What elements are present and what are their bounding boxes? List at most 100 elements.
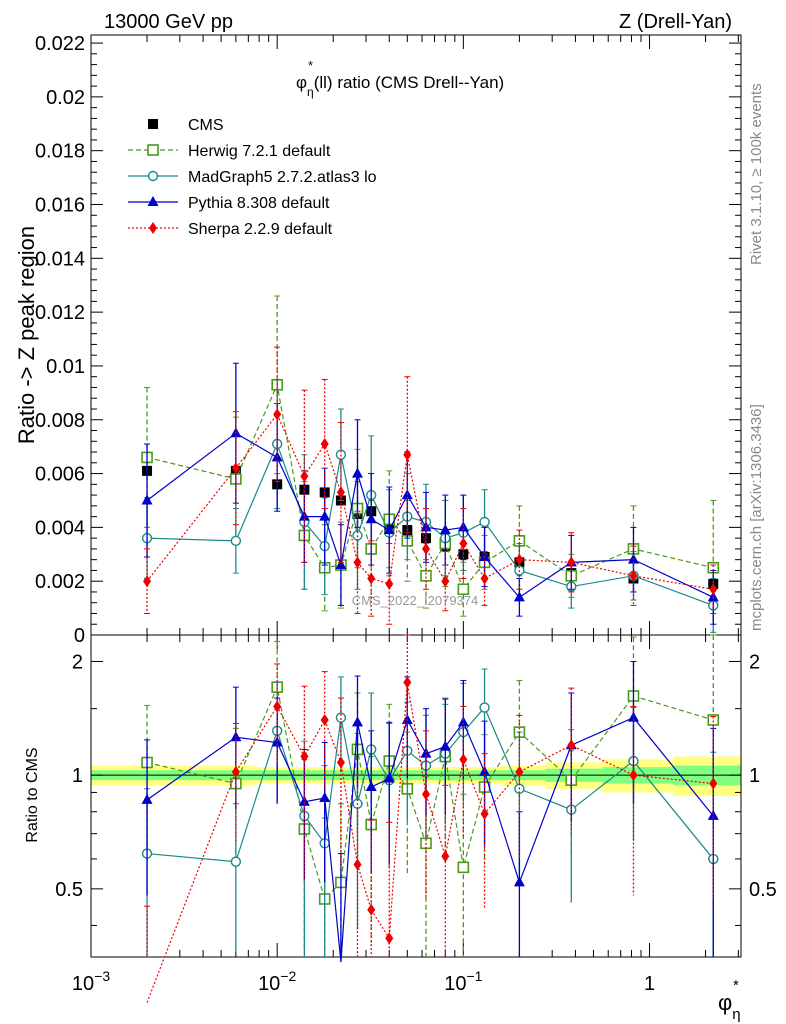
y-tick-label: 1 bbox=[72, 765, 83, 787]
data-point bbox=[567, 556, 576, 569]
legend-marker bbox=[147, 144, 159, 156]
data-point bbox=[459, 537, 468, 550]
data-point bbox=[231, 462, 240, 475]
data-point bbox=[351, 467, 363, 478]
data-point bbox=[403, 448, 412, 461]
x-axis-label-star: * bbox=[733, 977, 739, 994]
data-point bbox=[383, 772, 395, 783]
data-point bbox=[143, 575, 152, 588]
data-point bbox=[479, 702, 490, 713]
watermark: CMS_2022_I2079374 bbox=[352, 593, 479, 608]
data-point bbox=[515, 765, 524, 778]
data-point bbox=[439, 524, 451, 535]
data-point bbox=[365, 513, 377, 524]
data-point bbox=[385, 577, 394, 590]
data-point bbox=[367, 903, 376, 916]
y-tick-label: 0.014 bbox=[35, 248, 85, 270]
main-panel: 0 0.002 0.004 0.006 0.008 0.01 0.012 0.014 0.016… bbox=[14, 33, 742, 647]
data-point bbox=[351, 716, 363, 727]
series-line bbox=[147, 442, 714, 606]
series-herwig bbox=[141, 295, 720, 636]
y-tick-label: 0.018 bbox=[35, 141, 85, 163]
data-point bbox=[707, 809, 719, 820]
data-point bbox=[383, 524, 395, 535]
y-tick-label: 0.016 bbox=[35, 195, 85, 217]
series-line bbox=[146, 413, 714, 590]
series-pythia bbox=[141, 362, 719, 625]
data-point bbox=[273, 408, 282, 421]
data-point bbox=[273, 700, 282, 713]
y-tick-label-right: 1 bbox=[749, 765, 760, 787]
x-tick-labels: 10−3 10−2 10−1 1 bbox=[72, 968, 655, 995]
data-point bbox=[320, 437, 329, 450]
legend-marker bbox=[147, 196, 159, 206]
data-point bbox=[141, 793, 153, 804]
data-point bbox=[319, 791, 331, 802]
legend-entry-madgraph: MadGraph5 2.7.2.atlas3 lo bbox=[128, 169, 377, 186]
data-point bbox=[365, 781, 377, 792]
ratio-panel: 0.5 0.5 1 1 2 2 Ratio to CMS 10−3 10−2 10−1 1 φη… bbox=[24, 634, 777, 1023]
data-point bbox=[353, 858, 362, 871]
legend-marker bbox=[148, 119, 158, 129]
data-point bbox=[513, 876, 525, 887]
legend-label: Pythia 8.308 default bbox=[188, 195, 330, 212]
legend-label: Herwig 7.2.1 default bbox=[188, 143, 331, 160]
data-point bbox=[629, 769, 638, 782]
data-point bbox=[479, 516, 490, 528]
main-series bbox=[141, 295, 720, 636]
data-point bbox=[336, 486, 345, 499]
data-point bbox=[439, 740, 451, 751]
y-tick-label-right: 2 bbox=[749, 651, 760, 673]
x-tick-label: 1 bbox=[644, 973, 655, 995]
x-tick-label: 10−3 bbox=[72, 968, 110, 995]
data-point bbox=[459, 753, 468, 766]
data-point bbox=[420, 570, 432, 582]
side-label-rivet: Rivet 3.1.10, ≥ 100k events bbox=[748, 83, 765, 265]
y-tick-label: 0.006 bbox=[35, 464, 85, 486]
ratio-series-sherpa bbox=[144, 634, 718, 1003]
data-point bbox=[320, 713, 329, 726]
data-point bbox=[709, 777, 718, 790]
data-point bbox=[707, 591, 719, 602]
y-tick-label: 0.012 bbox=[35, 302, 85, 324]
data-point bbox=[441, 575, 450, 588]
chart-title: φη(ll) ratio (CMS Drell--Yan) bbox=[296, 73, 504, 99]
series-line bbox=[146, 682, 714, 1003]
data-point bbox=[335, 559, 347, 570]
header-left: 13000 GeV pp bbox=[104, 11, 233, 33]
data-point bbox=[230, 856, 242, 867]
legend-marker bbox=[147, 170, 159, 182]
series-line bbox=[146, 685, 714, 901]
data-point bbox=[421, 788, 430, 801]
data-point bbox=[336, 756, 345, 769]
data-point bbox=[300, 470, 309, 483]
legend-label: MadGraph5 2.7.2.atlas3 lo bbox=[188, 169, 377, 186]
data-point bbox=[567, 739, 576, 752]
y-tick-label: 0.022 bbox=[35, 33, 85, 55]
data-point bbox=[421, 542, 430, 555]
series-sherpa bbox=[143, 346, 718, 625]
ratio-axis-ticks: 0.5 0.5 1 1 2 2 bbox=[55, 635, 777, 957]
data-point bbox=[709, 583, 718, 596]
header-right: Z (Drell-Yan) bbox=[619, 11, 732, 33]
legend: CMS Herwig 7.2.1 default MadGraph5 2.7.2.a… bbox=[128, 117, 377, 238]
series-line bbox=[146, 716, 714, 963]
data-point bbox=[515, 553, 524, 566]
data-point bbox=[480, 572, 489, 585]
series-line bbox=[146, 432, 714, 599]
y-tick-label: 0.008 bbox=[35, 410, 85, 432]
y-tick-label: 0.004 bbox=[35, 517, 85, 539]
data-point bbox=[457, 583, 470, 596]
x-axis-label: φη bbox=[718, 990, 741, 1023]
data-point bbox=[231, 765, 240, 778]
ratio-panel-frame bbox=[90, 634, 742, 958]
legend-label: CMS bbox=[188, 117, 224, 134]
legend-entry-pythia: Pythia 8.308 default bbox=[128, 195, 330, 212]
legend-entry-cms: CMS bbox=[148, 117, 224, 134]
y-tick-label-right: 0.5 bbox=[749, 879, 777, 901]
data-point bbox=[457, 861, 470, 874]
y-tick-label: 0.02 bbox=[46, 87, 85, 109]
data-point bbox=[385, 932, 394, 945]
legend-label: Sherpa 2.2.9 default bbox=[188, 221, 333, 238]
